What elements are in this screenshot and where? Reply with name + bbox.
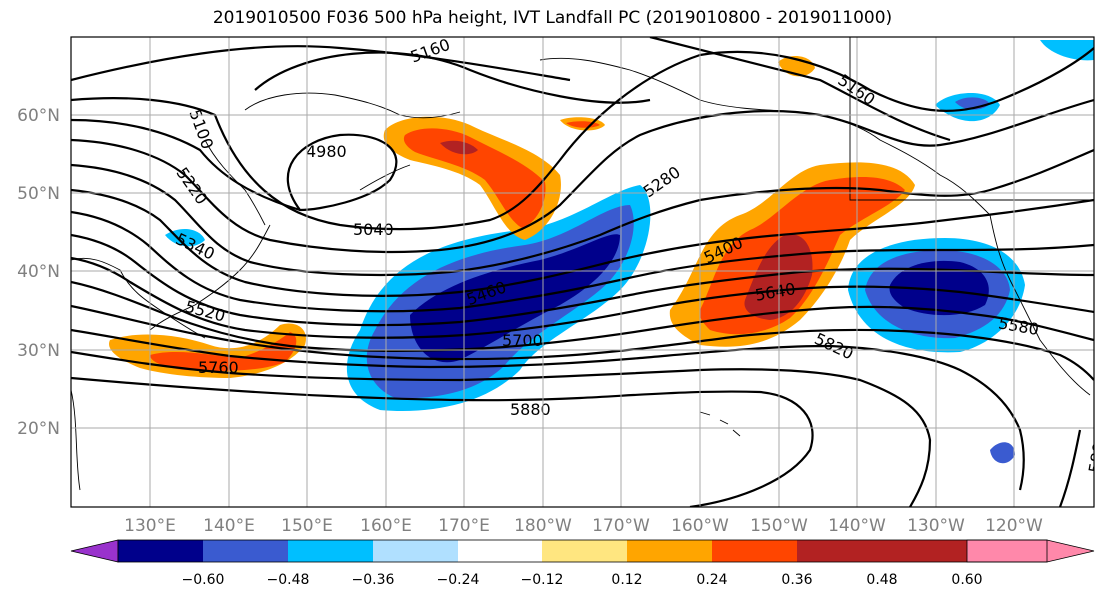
map-panel: 5160 5160 5100 4980 5220 5040 5280 5340 … — [70, 36, 1105, 508]
colorbar-tick: −0.12 — [521, 572, 564, 588]
lon-label: 140°E — [203, 516, 255, 536]
contour-label: 5880 — [1085, 431, 1105, 474]
colorbar-tick: 0.12 — [611, 572, 642, 588]
lon-label: 130°E — [124, 516, 176, 536]
colorbar-tick: −0.24 — [437, 572, 480, 588]
colorbar — [70, 539, 1095, 563]
lon-label: 130°W — [907, 516, 965, 536]
latitude-labels: 60°N 50°N 40°N 30°N 20°N — [17, 106, 60, 439]
colorbar-extend-low — [70, 539, 119, 563]
contour-label: 5760 — [198, 358, 239, 377]
lon-label: 160°W — [671, 516, 729, 536]
colorbar-swatch — [203, 540, 288, 562]
contour-label: 5880 — [510, 400, 551, 419]
colorbar-tick: 0.60 — [951, 572, 982, 588]
colorbar-swatch — [797, 540, 882, 562]
lon-label: 150°E — [281, 516, 333, 536]
map-frame — [70, 36, 1095, 508]
colorbar-tick: −0.36 — [352, 572, 395, 588]
lon-label: 150°W — [750, 516, 808, 536]
colorbar-tick: −0.60 — [182, 572, 225, 588]
colorbar-tick: 0.36 — [781, 572, 812, 588]
lon-label: 170°W — [592, 516, 650, 536]
map-title: 2019010500 F036 500 hPa height, IVT Land… — [212, 8, 893, 28]
lon-label: 170°E — [438, 516, 490, 536]
lat-label: 40°N — [17, 262, 60, 282]
lon-label: 140°W — [828, 516, 886, 536]
colorbar-extend-high — [966, 539, 1095, 563]
longitude-labels: 130°E 140°E 150°E 160°E 170°E 180°W 170°… — [124, 516, 1043, 536]
lon-label: 180°W — [514, 516, 572, 536]
colorbar-swatch — [882, 540, 967, 562]
colorbar-tick: 0.24 — [696, 572, 727, 588]
colorbar-tick: −0.48 — [267, 572, 310, 588]
contour-label: 5040 — [353, 220, 394, 239]
colorbar-swatch — [458, 540, 542, 562]
colorbar-swatch — [627, 540, 712, 562]
lat-label: 30°N — [17, 341, 60, 361]
lon-label: 120°W — [985, 516, 1043, 536]
lat-label: 20°N — [17, 419, 60, 439]
colorbar-swatch — [373, 540, 458, 562]
contour-label: 5700 — [502, 331, 543, 350]
lat-label: 50°N — [17, 184, 60, 204]
lat-label: 60°N — [17, 106, 60, 126]
graticule — [71, 37, 1094, 507]
contour-label: 4980 — [306, 142, 347, 161]
colorbar-ticks: −0.60 −0.48 −0.36 −0.24 −0.12 0.12 0.24 … — [182, 572, 983, 588]
colorbar-swatch — [118, 540, 203, 562]
height-contours — [71, 37, 1094, 507]
colorbar-swatch — [288, 540, 373, 562]
colorbar-swatch — [542, 540, 627, 562]
colorbar-swatch — [712, 540, 797, 562]
lon-label: 160°E — [360, 516, 412, 536]
colorbar-tick: 0.48 — [866, 572, 897, 588]
